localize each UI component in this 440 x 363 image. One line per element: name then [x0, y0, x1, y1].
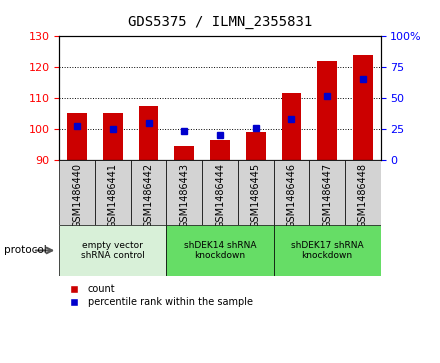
Text: GSM1486442: GSM1486442 [143, 163, 154, 228]
Bar [131, 160, 166, 225]
Bar [202, 160, 238, 225]
Bar [317, 61, 337, 160]
Text: GSM1486448: GSM1486448 [358, 163, 368, 228]
Text: GSM1486443: GSM1486443 [180, 163, 189, 228]
Bar [95, 160, 131, 225]
Text: GSM1486444: GSM1486444 [215, 163, 225, 228]
Bar [67, 113, 87, 160]
Bar [282, 93, 301, 160]
Bar [210, 140, 230, 160]
Text: shDEK14 shRNA
knockdown: shDEK14 shRNA knockdown [184, 241, 256, 260]
Text: shDEK17 shRNA
knockdown: shDEK17 shRNA knockdown [291, 241, 363, 260]
Text: GSM1486447: GSM1486447 [322, 163, 332, 228]
Legend: count, percentile rank within the sample: count, percentile rank within the sample [64, 284, 253, 307]
Bar [274, 160, 309, 225]
Bar [246, 132, 265, 160]
Text: GDS5375 / ILMN_2355831: GDS5375 / ILMN_2355831 [128, 15, 312, 29]
Bar [139, 106, 158, 160]
Bar [345, 160, 381, 225]
Text: empty vector
shRNA control: empty vector shRNA control [81, 241, 145, 260]
Bar [166, 160, 202, 225]
Bar [353, 55, 373, 160]
Bar [166, 225, 274, 276]
Bar [59, 225, 166, 276]
Bar [309, 160, 345, 225]
Text: protocol: protocol [4, 245, 47, 256]
Bar [103, 113, 123, 160]
Text: GSM1486440: GSM1486440 [72, 163, 82, 228]
Text: GSM1486445: GSM1486445 [251, 163, 260, 228]
Bar [175, 146, 194, 160]
Text: GSM1486441: GSM1486441 [108, 163, 118, 228]
Text: GSM1486446: GSM1486446 [286, 163, 297, 228]
Bar [59, 160, 95, 225]
Bar [238, 160, 274, 225]
Bar [274, 225, 381, 276]
